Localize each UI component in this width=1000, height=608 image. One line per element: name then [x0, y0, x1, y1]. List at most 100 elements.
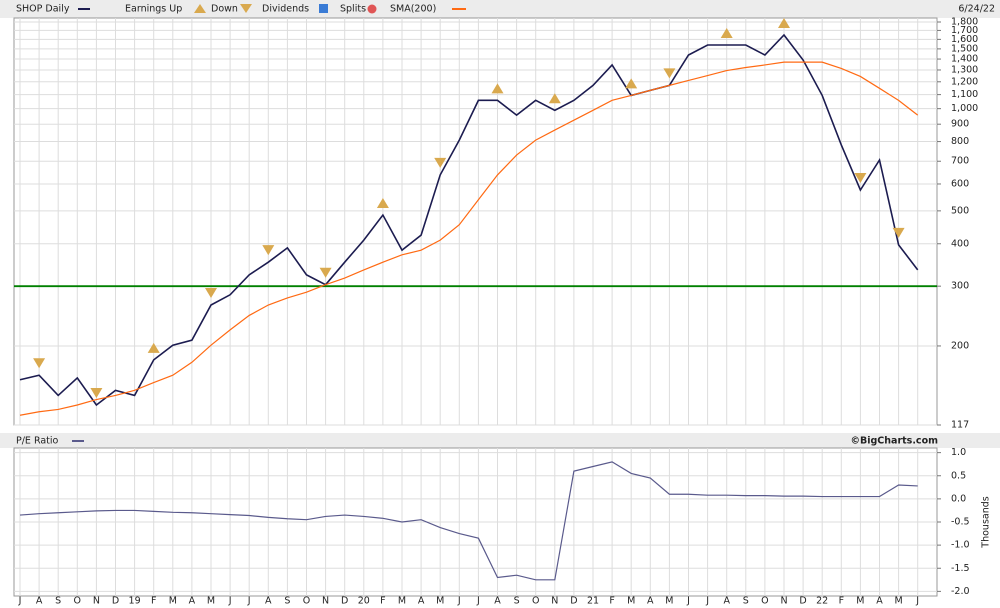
x-tick-label: D [799, 596, 806, 607]
earnings-icon [319, 267, 332, 278]
legend-icon [319, 4, 328, 13]
x-tick-label: J [686, 596, 690, 607]
x-tick-label: 21 [587, 596, 599, 607]
x-tick-label: N [780, 596, 787, 607]
earnings-icon [90, 387, 103, 398]
y-tick-label: 200 [951, 340, 969, 351]
y-tick-label: 1,600 [951, 34, 978, 45]
y-tick-label: 1,500 [951, 43, 978, 54]
x-tick-label: D [570, 596, 577, 607]
y-tick-label: -1.5 [951, 563, 970, 574]
x-tick-label: 22 [816, 596, 828, 607]
x-tick-label: S [284, 596, 290, 607]
x-tick-label: O [761, 596, 768, 607]
x-tick-label: A [494, 596, 501, 607]
y-tick-label: 1,200 [951, 76, 978, 87]
earnings-icon [663, 68, 676, 79]
x-tick-label: M [207, 596, 215, 607]
x-tick-label: J [476, 596, 480, 607]
series-line [19, 461, 918, 581]
x-tick-label: A [36, 596, 43, 607]
x-tick-label: J [705, 596, 709, 607]
x-tick-label: A [418, 596, 425, 607]
earnings-icon [33, 358, 46, 369]
y-tick-label: 600 [951, 178, 969, 189]
y-tick-label: 500 [951, 205, 969, 216]
legend-label: Splits [340, 4, 366, 15]
legend-icon [194, 4, 206, 13]
x-tick-label: O [74, 596, 81, 607]
earnings-icon [892, 227, 905, 238]
earnings-icon [720, 28, 733, 39]
x-tick-label: 20 [358, 596, 370, 607]
series-line [19, 61, 919, 416]
earnings-icon [491, 83, 504, 94]
x-tick-label: O [303, 596, 310, 607]
x-tick-label: M [398, 596, 406, 607]
x-tick-label: M [436, 596, 444, 607]
earnings-icon [854, 172, 867, 183]
y-tick-label: 1,100 [951, 89, 978, 100]
x-tick-label: J [915, 596, 919, 607]
x-tick-label: A [876, 596, 883, 607]
y-tick-label: -0.5 [951, 517, 970, 528]
x-tick-label: A [265, 596, 272, 607]
legend-icon [240, 4, 252, 13]
earnings-icon [147, 342, 160, 353]
x-tick-label: N [551, 596, 558, 607]
earnings-icon [376, 198, 389, 209]
y-tick-label: 1,400 [951, 54, 978, 65]
date-label: 6/24/22 [958, 4, 995, 15]
earnings-icon [434, 157, 447, 168]
x-tick-label: 19 [129, 596, 141, 607]
x-tick-label: F [609, 596, 614, 607]
x-tick-label: D [341, 596, 348, 607]
y-tick-label: 400 [951, 238, 969, 249]
y-tick-label: 800 [951, 136, 969, 147]
price-frame [13, 17, 938, 426]
y-tick-label: 117 [951, 420, 969, 431]
y-tick-label: -1.0 [951, 540, 970, 551]
legend-label: SMA(200) [390, 4, 436, 15]
y-tick-label: 1,800 [951, 17, 978, 28]
x-tick-label: J [457, 596, 461, 607]
x-tick-label: S [514, 596, 520, 607]
y-tick-label: 700 [951, 156, 969, 167]
y-tick-label: 0.0 [951, 493, 966, 504]
y-tick-label: -2.0 [951, 586, 970, 597]
y-tick-label: 300 [951, 281, 969, 292]
earnings-icon [548, 93, 561, 104]
y-tick-label: 900 [951, 119, 969, 130]
earnings-icon [625, 78, 638, 89]
x-tick-label: S [743, 596, 749, 607]
x-tick-label: F [839, 596, 844, 607]
y-tick-label: 1,000 [951, 103, 978, 114]
y-axis-label: Thousands [981, 496, 992, 548]
series-line [19, 33, 919, 407]
x-tick-label: M [894, 596, 902, 607]
earnings-icon [205, 288, 217, 299]
x-tick-label: F [151, 596, 156, 607]
legend-label: Down [211, 4, 238, 15]
x-tick-label: M [169, 596, 177, 607]
x-tick-label: A [647, 596, 654, 607]
legend-icon [367, 4, 377, 14]
legend-label: Dividends [262, 4, 309, 15]
x-tick-label: J [228, 596, 232, 607]
x-tick-label: F [380, 596, 385, 607]
legend-label: SHOP Daily [16, 4, 70, 15]
x-tick-label: A [723, 596, 730, 607]
x-tick-label: S [55, 596, 61, 607]
credit: ©BigCharts.com [851, 436, 939, 447]
y-tick-label: 0.5 [951, 470, 966, 481]
x-tick-label: M [627, 596, 635, 607]
x-tick-label: M [665, 596, 673, 607]
x-tick-label: O [532, 596, 539, 607]
y-tick-label: 1,300 [951, 64, 978, 75]
legend-label: Earnings Up [125, 4, 182, 15]
x-tick-label: N [322, 596, 329, 607]
x-tick-label: N [93, 596, 100, 607]
earnings-icon [262, 245, 275, 256]
x-tick-label: M [856, 596, 864, 607]
